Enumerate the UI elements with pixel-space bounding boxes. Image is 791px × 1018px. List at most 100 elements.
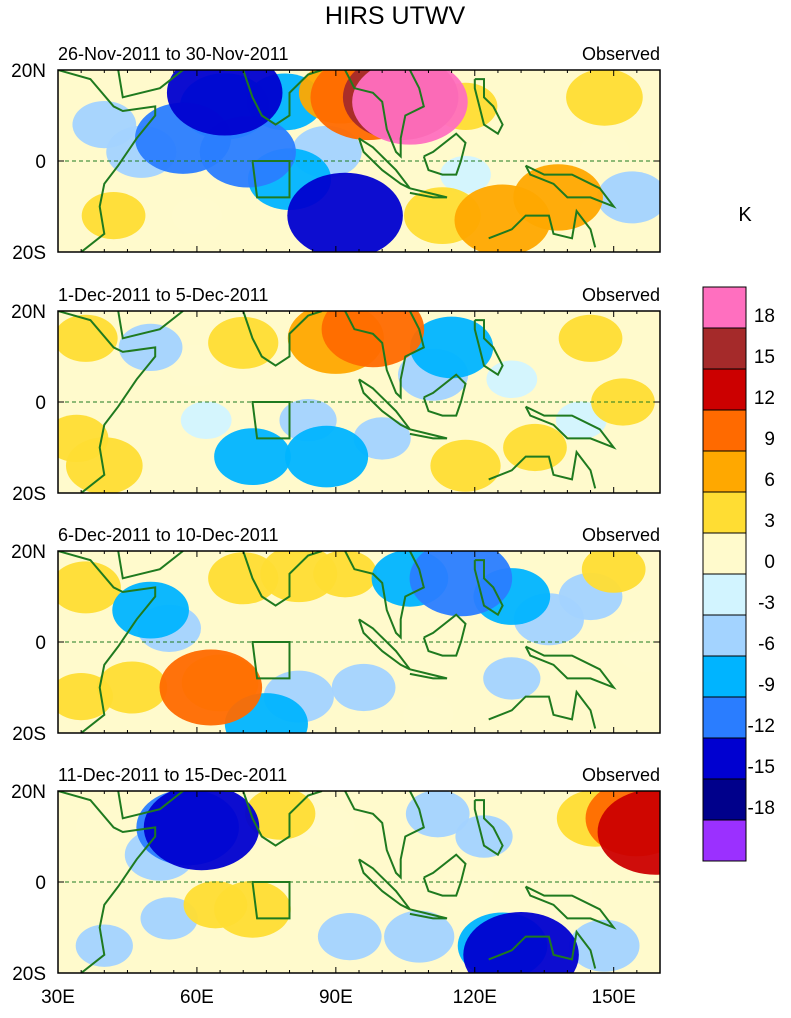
anomaly-blob xyxy=(112,581,189,639)
coastline xyxy=(344,551,425,640)
anomaly-blob xyxy=(569,919,640,972)
anomaly-field xyxy=(75,791,660,973)
x-tick-label: 150E xyxy=(592,987,636,1008)
colorbar-swatch xyxy=(702,655,747,698)
panel-observed-label: Observed xyxy=(582,285,660,305)
anomaly-blob xyxy=(75,924,133,967)
y-tick-label: 20N xyxy=(11,302,46,323)
colorbar-level-label: -9 xyxy=(758,675,775,696)
y-tick-label: 20N xyxy=(11,782,46,803)
coastline xyxy=(117,791,184,820)
colorbar-level-label: -12 xyxy=(748,716,775,737)
anomaly-blob xyxy=(171,196,223,235)
coastline xyxy=(224,551,323,607)
y-tick-label: 20N xyxy=(11,61,46,82)
panel-date-range: 11-Dec-2011 to 15-Dec-2011 xyxy=(58,765,287,785)
colorbar-swatch xyxy=(702,819,747,862)
coastline xyxy=(117,311,184,340)
x-tick-label: 30E xyxy=(41,987,75,1008)
coastlines xyxy=(58,791,617,973)
x-tick-label: 60E xyxy=(180,987,214,1008)
map-panel-1: 20N 0 20S 26-Nov-2011 to 30-Nov-2011 Observe… xyxy=(11,44,661,264)
anomaly-blob xyxy=(166,70,283,136)
anomaly-blob xyxy=(353,417,411,460)
coastline xyxy=(473,559,504,617)
anomaly-blob xyxy=(214,428,291,485)
coastline xyxy=(358,618,411,671)
colorbar-level-label: 3 xyxy=(764,511,775,532)
anomaly-blob xyxy=(352,70,468,145)
colorbar-unit-label: K xyxy=(738,204,752,226)
anomaly-blob xyxy=(566,70,643,126)
colorbar-level-label: -18 xyxy=(748,798,775,819)
coastline xyxy=(344,70,425,159)
colorbar-swatch xyxy=(702,450,747,493)
anomaly-blob xyxy=(486,360,538,399)
anomaly-blob xyxy=(558,314,623,362)
anomaly-blob xyxy=(503,423,567,472)
anomaly-blob xyxy=(483,657,541,700)
anomaly-field xyxy=(58,311,655,493)
map-panel-2: 20N 0 20S 1-Dec-2011 to 5-Dec-2011 Observed xyxy=(11,285,661,505)
coastline xyxy=(473,319,504,377)
y-tick-label: 20S xyxy=(12,724,46,745)
coastline xyxy=(117,70,184,99)
colorbar-level-label: 9 xyxy=(764,429,775,450)
panel-date-range: 26-Nov-2011 to 30-Nov-2011 xyxy=(58,44,288,64)
coastline xyxy=(344,311,425,400)
anomaly-blob xyxy=(579,133,630,171)
coastline xyxy=(409,428,448,440)
anomaly-field xyxy=(72,70,660,252)
coastline xyxy=(473,799,504,857)
anomaly-blob xyxy=(75,806,133,849)
anomaly-blob xyxy=(436,869,495,913)
y-tick-label: 20S xyxy=(12,964,46,985)
coastline xyxy=(224,70,323,126)
anomaly-blob xyxy=(455,815,513,858)
coastline xyxy=(358,858,411,911)
colorbar-level-label: 0 xyxy=(764,552,775,573)
y-tick-label: 20N xyxy=(11,542,46,563)
colorbar-swatch xyxy=(702,286,747,329)
y-tick-label: 0 xyxy=(35,633,46,654)
coastline xyxy=(58,70,157,252)
anomaly-blob xyxy=(591,378,655,426)
coastline xyxy=(488,208,597,248)
anomaly-blob xyxy=(321,311,425,368)
colorbar-swatch xyxy=(702,532,747,575)
anomaly-blob xyxy=(214,880,291,938)
x-tick-label: 90E xyxy=(319,987,353,1008)
coastline xyxy=(117,551,184,580)
anomaly-blob xyxy=(597,171,660,224)
colorbar-level-label: 15 xyxy=(754,347,775,368)
anomaly-blob xyxy=(58,561,121,614)
colorbar-level-label: -3 xyxy=(758,593,775,614)
coastline xyxy=(488,929,597,969)
coastline xyxy=(488,449,597,489)
panel-observed-label: Observed xyxy=(582,44,660,64)
coastline xyxy=(58,311,157,493)
colorbar-swatch xyxy=(702,737,747,780)
anomaly-blob xyxy=(81,192,146,240)
panel-date-range: 6-Dec-2011 to 10-Dec-2011 xyxy=(58,525,278,545)
anomaly-blob xyxy=(245,791,316,840)
colorbar-swatch xyxy=(702,696,747,739)
coastline xyxy=(524,885,617,930)
anomaly-blob xyxy=(409,551,513,617)
coastline xyxy=(409,908,448,920)
y-tick-label: 20S xyxy=(12,484,46,505)
y-tick-label: 0 xyxy=(35,393,46,414)
anomaly-blob xyxy=(287,172,403,252)
colorbar-swatch xyxy=(702,409,747,452)
anomaly-blob xyxy=(96,661,168,714)
anomaly-blob xyxy=(260,551,338,603)
anomaly-blob xyxy=(180,401,232,440)
anomaly-blob xyxy=(597,791,660,875)
coastline xyxy=(524,164,617,209)
anomaly-blob xyxy=(140,897,198,940)
coastline xyxy=(224,311,323,367)
colorbar-level-label: 12 xyxy=(754,388,775,409)
colorbar-level-label: 18 xyxy=(754,306,775,327)
colorbar-swatch xyxy=(702,573,747,616)
